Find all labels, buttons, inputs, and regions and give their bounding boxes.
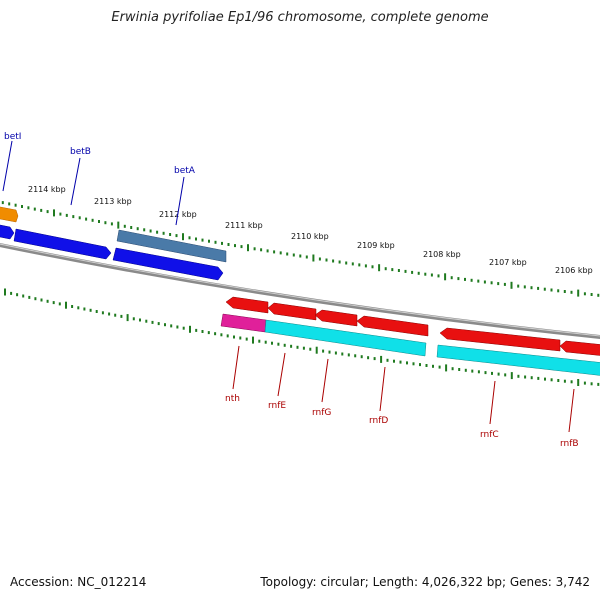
- scale-label-2113: 2113 kbp: [94, 197, 132, 206]
- scale-label-2109: 2109 kbp: [357, 241, 395, 250]
- gene-nth[interactable]: [220, 313, 267, 333]
- gene-rnfC[interactable]: [439, 327, 561, 352]
- gene-orange-feature[interactable]: [0, 206, 19, 223]
- leader-rnfD: [379, 366, 386, 412]
- scale-label-2110: 2110 kbp: [291, 232, 329, 241]
- leader-rnfE: [277, 352, 286, 397]
- chromosome-backbone-highlight: [0, 243, 600, 337]
- gene-betA[interactable]: [112, 247, 224, 281]
- gene-label-nth[interactable]: nth: [225, 394, 240, 404]
- gene-rnfD[interactable]: [356, 315, 429, 337]
- gene-label-rnfE[interactable]: rnfE: [268, 401, 286, 411]
- gene-label-betB[interactable]: betB: [70, 147, 91, 157]
- gene-betA-upper[interactable]: [116, 229, 227, 263]
- gene-rnfB[interactable]: [559, 340, 600, 356]
- leader-betB: [70, 157, 81, 206]
- gene-label-betI[interactable]: betI: [4, 132, 21, 142]
- map-title: Erwinia pyrifoliae Ep1/96 chromosome, co…: [111, 10, 489, 25]
- gene-rnfE[interactable]: [267, 302, 317, 321]
- scale-label-2106: 2106 kbp: [555, 266, 593, 275]
- gene-betB[interactable]: [13, 228, 112, 260]
- leader-rnfC: [489, 380, 496, 425]
- gene-label-betA[interactable]: betA: [174, 166, 196, 176]
- lower-tick-scale: [4, 288, 600, 386]
- leader-rnfB: [568, 388, 575, 433]
- gene-label-rnfB[interactable]: rnfB: [560, 439, 579, 449]
- gene-nth-red[interactable]: [225, 296, 269, 314]
- scale-label-2107: 2107 kbp: [489, 258, 527, 267]
- scale-label-2114: 2114 kbp: [28, 185, 66, 194]
- scale-label-2108: 2108 kbp: [423, 250, 461, 259]
- gene-cyan-block-2[interactable]: [436, 344, 600, 376]
- genome-summary-text: Topology: circular; Length: 4,026,322 bp…: [260, 575, 590, 589]
- leader-betA: [175, 176, 185, 226]
- gene-label-rnfC[interactable]: rnfC: [480, 430, 499, 440]
- gene-betI[interactable]: [0, 224, 15, 240]
- gene-cyan-block-1[interactable]: [264, 319, 427, 357]
- scale-label-2111: 2111 kbp: [225, 221, 263, 230]
- leader-rnfG: [321, 358, 329, 403]
- chromosome-backbone: [0, 243, 600, 339]
- upper-tick-scale: [1, 201, 600, 297]
- leader-betI: [2, 140, 13, 192]
- accession-text: Accession: NC_012214: [10, 575, 147, 589]
- leader-nth: [232, 345, 240, 390]
- gene-label-rnfG[interactable]: rnfG: [312, 408, 331, 418]
- gene-rnfG[interactable]: [314, 309, 358, 327]
- gene-label-rnfD[interactable]: rnfD: [369, 416, 388, 426]
